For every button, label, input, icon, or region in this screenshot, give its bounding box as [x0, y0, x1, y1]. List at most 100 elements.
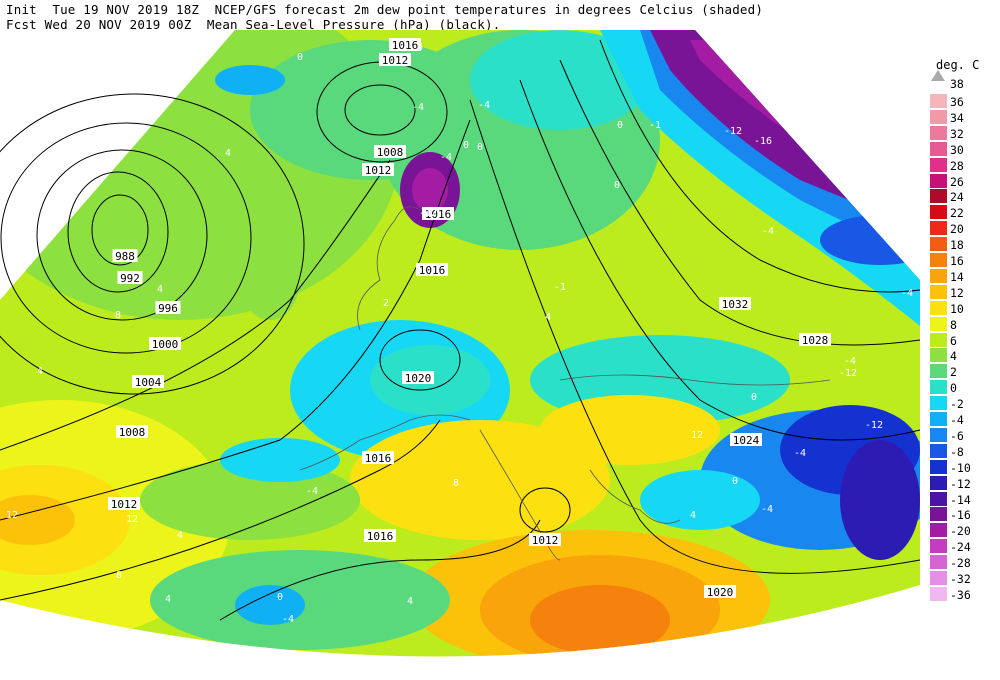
isobar-label-bg [364, 529, 396, 542]
isobar-label: 1016 [392, 39, 419, 52]
legend-swatch [930, 332, 947, 347]
legend-swatch [930, 475, 947, 490]
legend-swatch [930, 523, 947, 538]
legend-label: 12 [950, 285, 964, 300]
isobar-1020 [379, 329, 461, 391]
legend-swatch [930, 571, 947, 585]
coastline-mediterranean [299, 414, 471, 471]
isobar-1016 [0, 419, 441, 601]
legend-swatch [930, 348, 947, 363]
dewpoint-contour-label: -4 [282, 614, 294, 625]
isobar-1008-south [0, 159, 391, 451]
isobar-label-bg [730, 433, 762, 446]
isobar-label-bg [374, 145, 406, 158]
dewpoint-contour-label: 8 [115, 310, 121, 321]
legend-swatch [930, 157, 947, 172]
dewpoint-contour-label: -4 [762, 226, 774, 237]
legend-swatch [930, 364, 947, 379]
legend-label: 6 [950, 333, 957, 348]
coastlines [299, 206, 831, 561]
dewpoint-contour-label: 0 [614, 180, 620, 191]
dewpoint-contour-label: 4 [165, 594, 171, 605]
legend-label: 8 [950, 317, 957, 332]
dewpoint-contour-label: -4 [761, 504, 773, 515]
dewpoint-contour-label: 0 [477, 142, 483, 153]
coastline-black-sea [559, 374, 831, 386]
isobar-label: 1024 [733, 434, 760, 447]
isobar-label-bg [529, 533, 561, 546]
isobar-988 [91, 194, 149, 266]
isobar-label: 1020 [405, 372, 432, 385]
legend-label: -20 [950, 524, 971, 539]
legend-label: 30 [950, 142, 964, 157]
dewpoint-contour-label: 0 [751, 392, 757, 403]
legend-unit: deg. C [936, 58, 980, 72]
isobar-label-bg [416, 263, 448, 276]
isobar-label: 1016 [367, 530, 394, 543]
isobar-1028 [599, 39, 921, 293]
legend-swatch [930, 141, 947, 156]
legend-label: -14 [950, 492, 971, 507]
map-title-line-2: Fcst Wed 20 NOV 2019 00Z Mean Sea-Level … [6, 17, 501, 32]
isobar-996 [36, 149, 208, 321]
legend-label: 0 [950, 381, 957, 396]
dewpoint-labels: 044-4-1-12-1600-1248424-4-12-4-4-12012-4… [6, 42, 913, 625]
legend-swatch [930, 539, 947, 554]
legend-label: 20 [950, 222, 964, 237]
legend-swatch [930, 109, 947, 124]
isobar-label: 992 [120, 272, 140, 285]
legend-swatch [930, 491, 947, 506]
legend-label: 22 [950, 206, 964, 221]
legend-swatch [930, 316, 947, 331]
dewpoint-contour-label: 0 [617, 120, 623, 131]
legend-swatch [930, 94, 947, 108]
legend-label: 32 [950, 126, 964, 141]
legend-swatch [930, 507, 947, 522]
legend-swatch [930, 237, 947, 252]
dewpoint-contour-label: 0 [463, 140, 469, 151]
isobar-label: 1016 [365, 452, 392, 465]
dewpoint-contour-label: 12 [126, 514, 138, 525]
legend-swatch [930, 189, 947, 204]
weather-map: 1016 1012 1008 1012 988 992 996 1000 1004 1008 101… [0, 30, 921, 657]
isobar-label-bg [108, 497, 140, 510]
isobar-label-bg [389, 38, 421, 51]
isobar-label: 1008 [377, 146, 404, 159]
dewpoint-contour-label: -4 [794, 448, 806, 459]
legend-swatch [930, 555, 947, 570]
legend-label: 28 [950, 158, 964, 173]
isobar-label-bg [155, 301, 181, 314]
legend-label: -16 [950, 508, 971, 523]
dewpoint-contour-label: 2 [383, 298, 389, 309]
isobar-label: 1016 [419, 264, 446, 277]
dewpoint-contour-label: 8 [116, 570, 122, 581]
legend-label: -28 [950, 556, 971, 571]
legend-swatch [930, 300, 947, 315]
legend-swatch [930, 221, 947, 236]
dewpoint-contour-label: -12 [865, 420, 883, 431]
dewpoint-contour-label: 12 [691, 430, 703, 441]
coastline-north-sea [357, 206, 421, 331]
isobar-1000 [0, 122, 252, 354]
isobar-label: 1012 [532, 534, 559, 547]
legend-swatch [930, 268, 947, 283]
legend-label: 36 [950, 95, 964, 109]
legend-label: -36 [950, 587, 971, 602]
dewpoint-contour-label: -12 [419, 208, 437, 219]
dewpoint-contour-label: 4 [157, 284, 163, 295]
isobar-1016-b [219, 519, 541, 621]
isobar-992 [67, 171, 169, 293]
isobar-label: 1020 [707, 586, 734, 599]
dewpoint-contour-label: 12 [6, 510, 18, 521]
dewpoint-contour-label: 0 [277, 592, 283, 603]
legend-label: 16 [950, 254, 964, 268]
isobar-label: 1000 [152, 338, 179, 351]
isobar-label-bg [402, 371, 434, 384]
legend-swatch [930, 459, 947, 474]
legend-label: 34 [950, 110, 964, 125]
legend-label: -24 [950, 540, 971, 555]
isobar-label-bg [149, 337, 181, 350]
dewpoint-contour-label: -16 [754, 136, 772, 147]
dewpoint-contour-label: -12 [724, 126, 742, 137]
dewpoint-contour-label: -4 [440, 152, 452, 163]
